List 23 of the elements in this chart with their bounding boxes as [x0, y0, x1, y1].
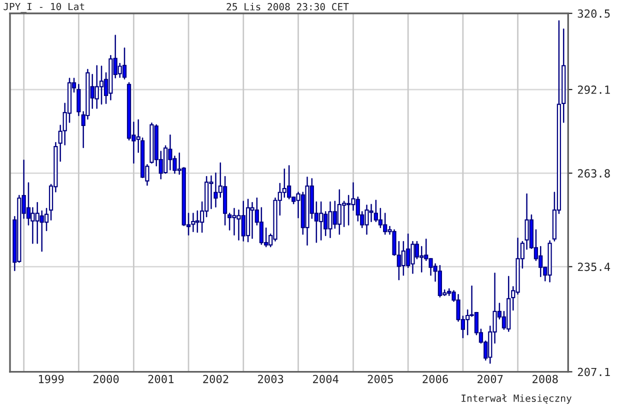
candlestick	[76, 84, 81, 116]
text: Interwał Miesięczny	[462, 394, 572, 404]
chart-subtitle: 25 Lis 2008 23:30 CET	[226, 2, 349, 10]
x-tick-label: 2001	[148, 374, 174, 384]
candlestick	[44, 208, 49, 232]
y-tick-label: 292.1	[578, 86, 610, 94]
chart-title: JPY_I - 10 Lat	[4, 2, 84, 12]
x-tick-label: 2002	[203, 374, 228, 384]
x-tick-label: 2005	[368, 374, 393, 384]
y-tick-label: 235.4	[578, 262, 610, 272]
candlestick	[99, 66, 104, 105]
x-tick-label: 2004	[313, 374, 338, 384]
x-tick-label: 2006	[422, 374, 448, 384]
x-tick-label: 1999	[38, 374, 64, 384]
x-tick-label: 2008	[532, 374, 558, 384]
candlestick	[191, 212, 196, 232]
y-tick-label: 207.1	[578, 368, 610, 376]
x-tick-label: 2007	[478, 374, 503, 384]
x-tick-label: 2003	[258, 374, 284, 384]
y-tick-label: 320.5	[578, 9, 610, 18]
candlestick	[122, 48, 127, 80]
y-tick-label: 263.8	[578, 169, 610, 178]
x-tick-label: 2000	[93, 374, 119, 384]
